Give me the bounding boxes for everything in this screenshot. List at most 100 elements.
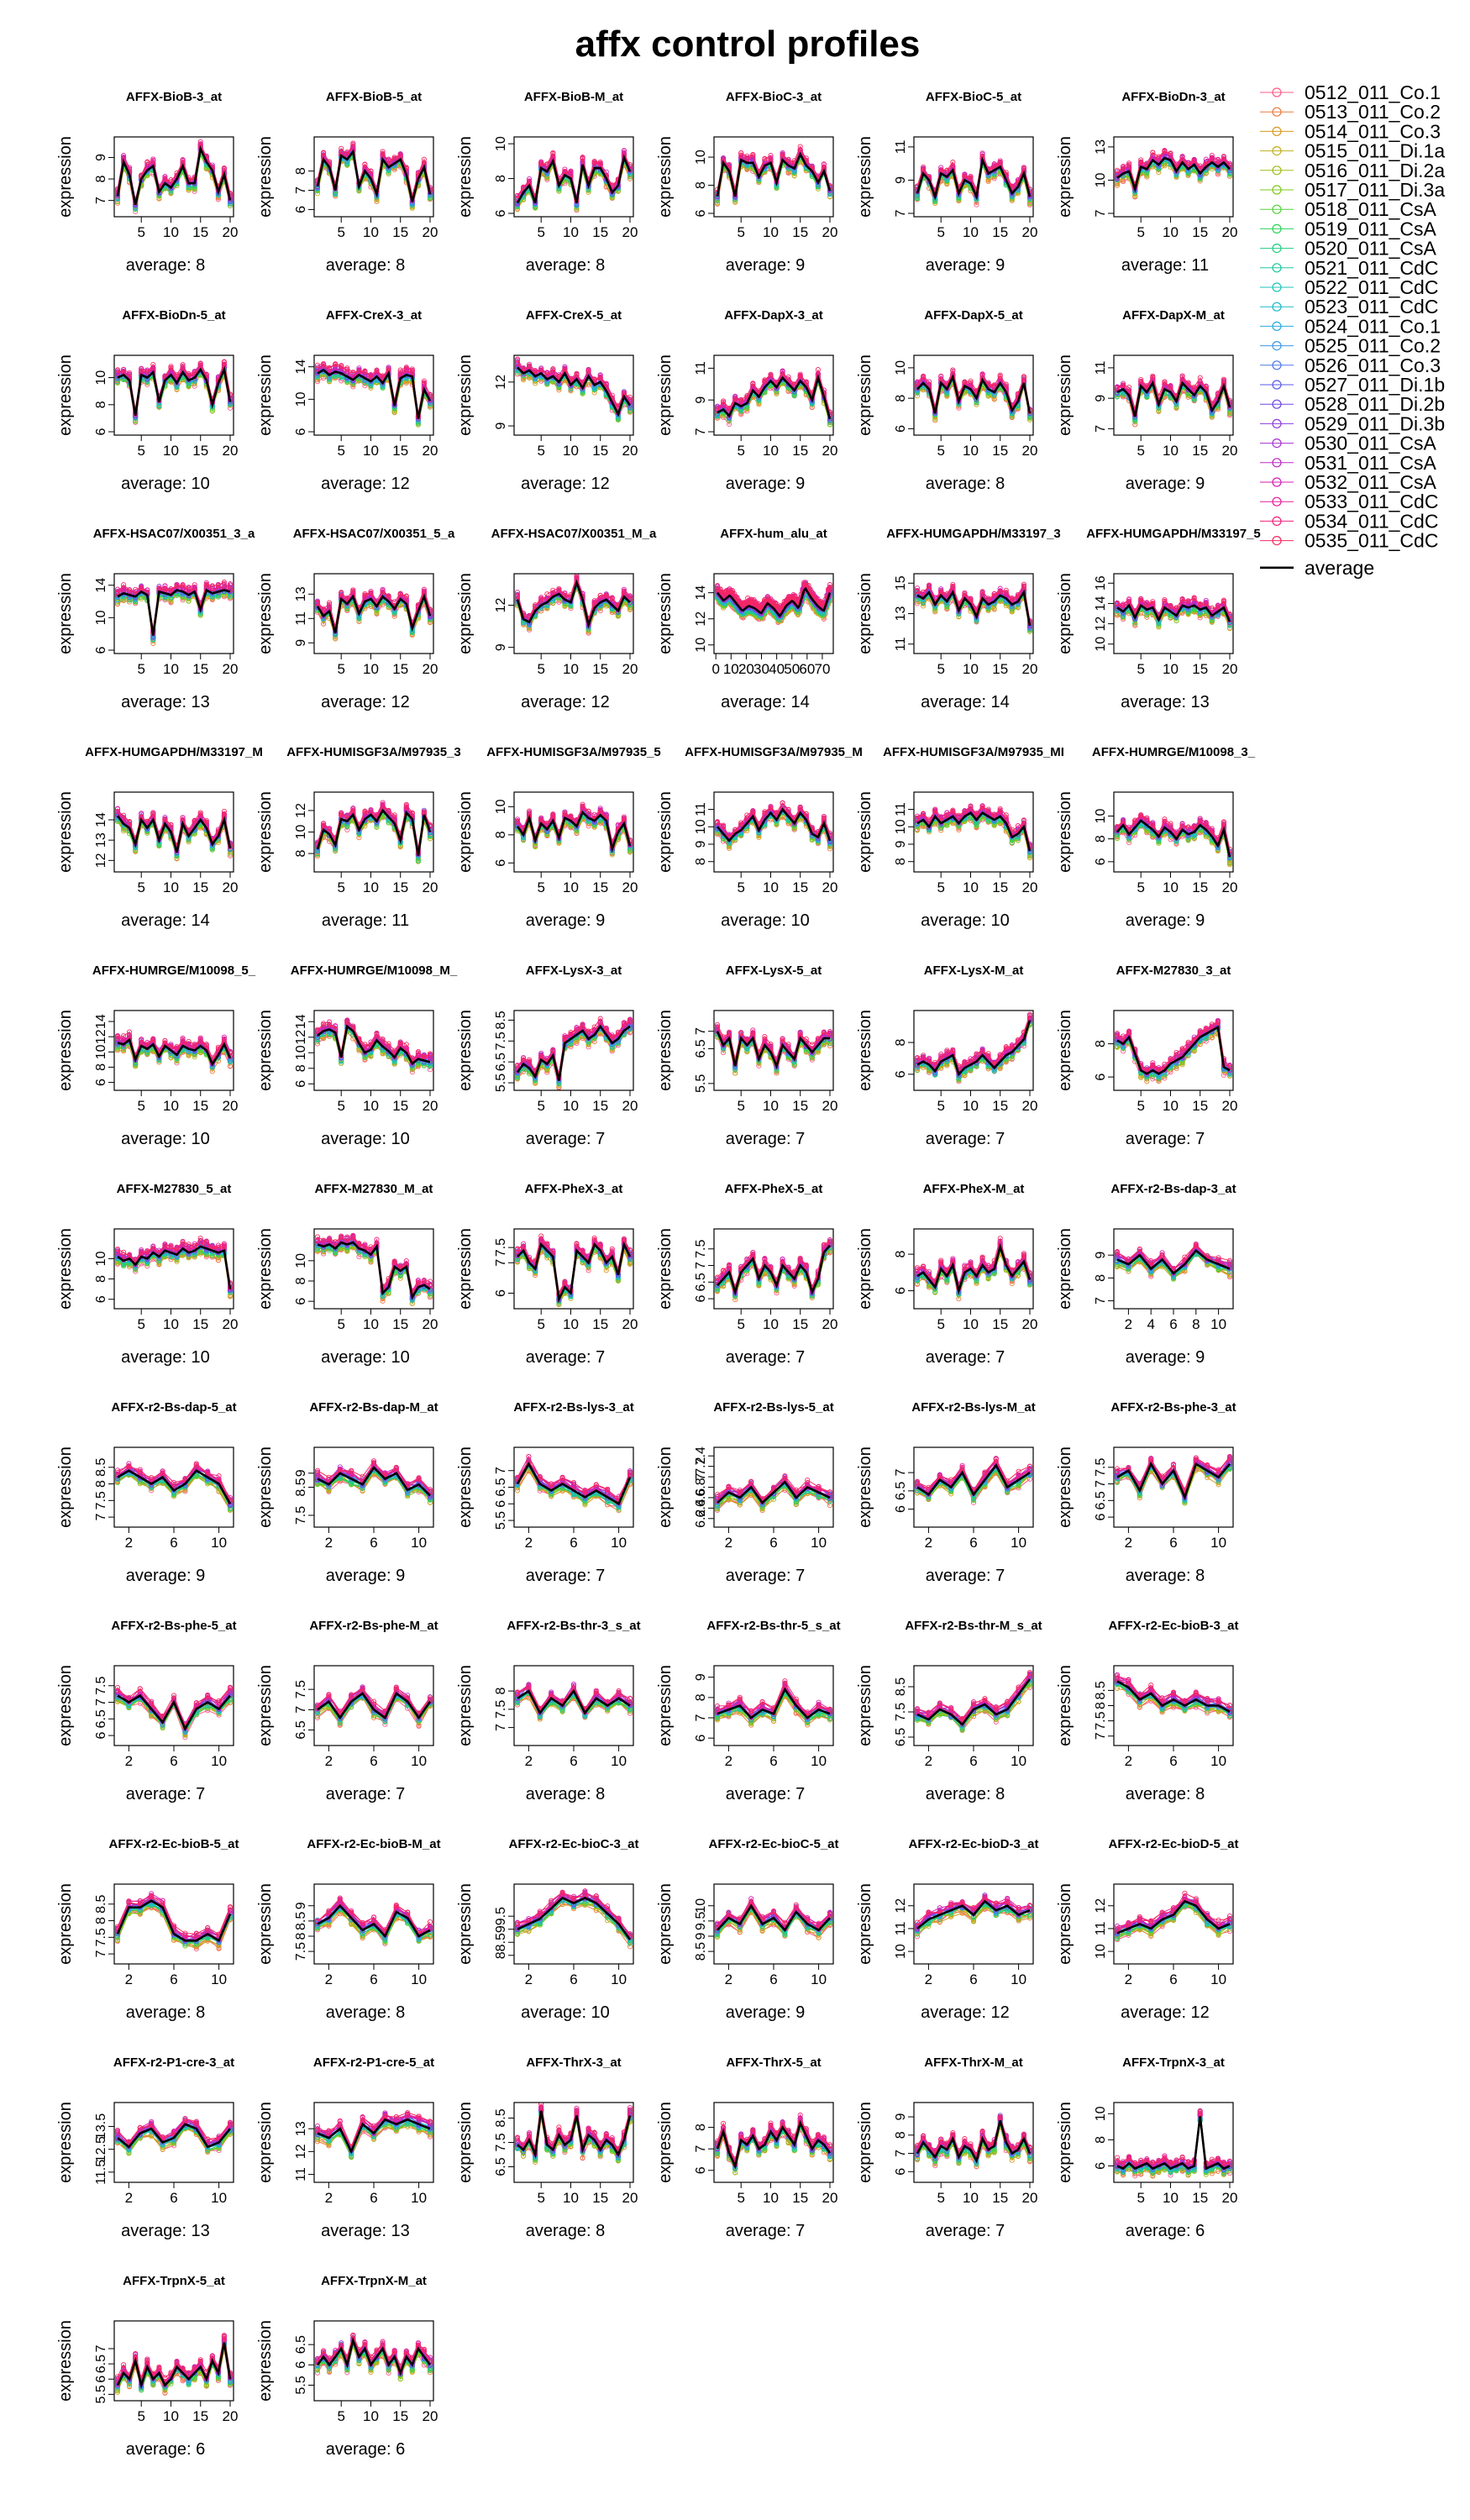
series-point: [380, 374, 386, 380]
series-point: [797, 144, 803, 150]
y-tick-label: 8: [494, 175, 508, 182]
x-tick-label: 5: [1137, 224, 1144, 240]
series-point: [1138, 157, 1144, 163]
series-point: [397, 367, 403, 373]
x-tick-label: 20: [423, 443, 438, 459]
series-point: [1185, 161, 1191, 168]
series-point: [780, 152, 785, 158]
panel-title: AFFX-BioC-5_at: [926, 90, 1021, 104]
x-tick-label: 10: [163, 443, 179, 459]
series-point: [962, 173, 968, 180]
y-tick-label: 14: [294, 360, 308, 375]
y-tick-label: 7: [94, 197, 108, 204]
x-tick-label: 15: [192, 224, 208, 240]
series-point: [921, 164, 927, 170]
series-point: [314, 362, 321, 368]
series-point: [821, 161, 827, 167]
x-tick-label: 5: [337, 443, 344, 459]
x-tick-label: 15: [392, 224, 408, 240]
plot-frame: [513, 136, 634, 218]
x-tick-label: 5: [737, 224, 744, 240]
series-point: [168, 364, 174, 370]
series-point: [403, 365, 409, 370]
series-point: [344, 365, 350, 371]
average-line: [1116, 156, 1231, 193]
plot-frame: [713, 136, 834, 218]
series-point: [591, 158, 597, 165]
series-point: [1173, 161, 1179, 167]
series-point: [1126, 162, 1132, 168]
y-tick-label: 6: [694, 209, 708, 217]
y-axis-label: expression: [656, 136, 675, 218]
series-point: [1114, 167, 1121, 173]
panel-average: average: 11: [1121, 256, 1209, 275]
x-tick-label: 10: [363, 224, 379, 240]
average-line: [916, 156, 1032, 201]
panel-title: AFFX-BioB-M_at: [524, 90, 623, 104]
x-tick-label: 5: [337, 224, 344, 240]
panel-title: AFFX-BioDn-5_at: [122, 308, 225, 323]
x-tick-label: 10: [563, 224, 579, 240]
series-line: [317, 363, 431, 417]
series-point: [950, 160, 956, 165]
series-point: [409, 366, 415, 372]
series-point: [738, 150, 744, 156]
y-tick-label: 8: [94, 401, 108, 408]
series-point: [362, 161, 368, 167]
y-axis-label: expression: [56, 136, 75, 218]
y-tick-label: 11: [894, 140, 908, 155]
panel-average: average: 8: [126, 256, 206, 275]
x-tick-label: 10: [763, 224, 779, 240]
series-point: [421, 378, 427, 384]
x-tick-label: 10: [363, 443, 379, 459]
plot-area: [114, 139, 234, 215]
series-point: [339, 145, 344, 151]
series-point: [327, 365, 333, 370]
series-point: [156, 402, 162, 408]
series-point: [514, 193, 521, 199]
series-point: [997, 158, 1003, 164]
y-axis-label: expression: [856, 136, 874, 218]
series-point: [374, 367, 380, 373]
plot-area: [914, 150, 1033, 207]
plot-area: [714, 367, 833, 428]
series-point: [356, 368, 362, 375]
series-point: [321, 375, 327, 381]
series-point: [421, 156, 427, 162]
plot-area: [314, 360, 433, 428]
plot-area: [114, 359, 234, 425]
series-point: [1221, 154, 1226, 160]
panel-title: AFFX-BioB-5_at: [326, 90, 422, 104]
y-tick-label: 6: [494, 209, 508, 217]
panel-title: AFFX-CreX-3_at: [326, 308, 422, 323]
x-tick-label: 10: [1163, 224, 1179, 240]
average-line: [716, 151, 832, 197]
series-point: [150, 361, 156, 368]
series-line: [717, 145, 831, 190]
series-point: [744, 153, 750, 159]
y-tick-label: 7: [1094, 209, 1108, 217]
panel-average: average: 9: [726, 256, 806, 275]
series-point: [350, 140, 356, 146]
y-axis-label: expression: [656, 354, 675, 436]
y-tick-label: 7: [894, 209, 908, 217]
y-tick-label: 8: [294, 167, 308, 175]
series-point: [114, 367, 121, 373]
y-tick-label: 8: [694, 181, 708, 189]
y-axis-label: expression: [56, 354, 75, 436]
plot-area: [1114, 147, 1233, 200]
plot-frame: [1113, 136, 1234, 218]
panel-title: AFFX-BioDn-3_at: [1121, 90, 1225, 104]
y-tick-label: 10: [694, 150, 708, 165]
x-tick-label: 5: [537, 224, 544, 240]
y-tick-label: 6: [94, 428, 108, 435]
series-point: [144, 159, 150, 165]
series-point: [991, 162, 997, 168]
y-tick-label: 10: [1094, 172, 1108, 187]
